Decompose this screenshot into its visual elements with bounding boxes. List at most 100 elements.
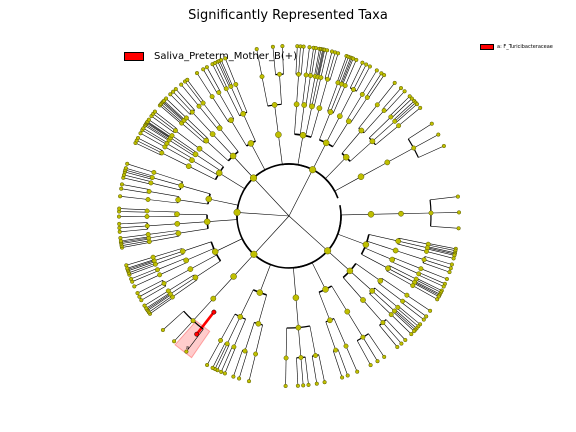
clade-edge: [224, 347, 236, 374]
taxon-node: [410, 283, 416, 289]
clade-edge: [146, 293, 171, 310]
taxon-node: [231, 374, 236, 379]
taxon-node: [152, 109, 157, 114]
clade-edge: [163, 268, 191, 284]
clade-edge: [362, 70, 378, 95]
taxon-node: [149, 175, 155, 181]
taxon-node: [384, 159, 391, 166]
clade-edge: [329, 53, 339, 81]
clade-edge: [347, 311, 364, 338]
clade-edge: [170, 277, 196, 295]
clade-edge: [198, 106, 219, 130]
taxon-node: [256, 289, 264, 296]
clade-edge: [309, 47, 314, 76]
clade-edge: [418, 145, 445, 158]
taxon-node: [451, 256, 456, 261]
clade-edge: [121, 184, 150, 190]
taxon-node: [169, 133, 175, 139]
clade-edge: [217, 344, 230, 371]
clade-edge: [135, 142, 161, 156]
clade-edge: [430, 226, 459, 229]
clade-edge: [424, 259, 451, 269]
taxon-node: [351, 87, 356, 92]
clade-edge: [147, 294, 172, 311]
taxon-node: [340, 375, 345, 380]
clade-edge: [242, 113, 256, 142]
taxon-node: [295, 324, 302, 331]
taxon-node: [201, 67, 206, 72]
taxon-node: [441, 143, 446, 149]
clade-edge: [206, 340, 221, 366]
clade-edge: [192, 298, 214, 321]
highlight-node: [194, 331, 200, 337]
taxon-node: [345, 118, 352, 125]
clade-edge: [375, 125, 399, 146]
taxon-node: [174, 220, 181, 227]
clade-edge: [305, 47, 310, 76]
clade-edge: [142, 129, 167, 145]
clade-edge: [120, 236, 149, 242]
clade-edge: [125, 167, 153, 177]
clade-edge: [426, 251, 454, 259]
highlight-node: [211, 309, 217, 315]
clade-edge: [119, 222, 148, 225]
taxon-node: [428, 308, 433, 313]
clade-edge: [128, 263, 156, 274]
taxon-node: [228, 117, 234, 124]
clade-edge: [166, 143, 193, 160]
clade-edge: [370, 213, 402, 215]
clade-edge: [212, 64, 226, 90]
taxon-node: [247, 140, 255, 147]
clade-edge: [199, 148, 224, 167]
clade-edge: [220, 346, 233, 373]
clade-edge: [195, 260, 221, 278]
taxon-node: [216, 90, 222, 95]
clade-edge: [302, 74, 307, 105]
clade-edge: [427, 247, 455, 255]
clade-edge: [146, 292, 170, 309]
taxon-node: [333, 347, 339, 353]
clade-edge: [165, 98, 187, 119]
clade-edge: [382, 322, 402, 344]
clade-edge: [183, 120, 207, 141]
taxon-node: [253, 351, 259, 357]
clade-edge: [430, 196, 458, 201]
taxon-node: [398, 86, 404, 91]
taxon-node: [449, 262, 454, 267]
clade-edge: [288, 215, 328, 252]
clade-edge: [128, 261, 155, 272]
taxon-node: [377, 277, 384, 284]
clade-edge: [423, 262, 450, 273]
taxon-node: [161, 280, 167, 286]
clade-edge: [152, 177, 182, 186]
clade-edge: [425, 256, 452, 265]
clade-edge: [181, 185, 211, 195]
taxon-node: [424, 248, 429, 254]
taxon-node: [313, 353, 318, 358]
clade-edge: [258, 294, 267, 324]
taxon-node: [325, 48, 330, 53]
taxon-node: [215, 169, 223, 177]
clade-edge: [327, 250, 351, 272]
clade-edge: [344, 59, 357, 86]
clade-edge: [253, 177, 290, 217]
clade-edge: [147, 223, 178, 227]
clade-edge: [406, 294, 431, 312]
clade-edge: [214, 343, 228, 370]
taxon-node: [192, 151, 199, 158]
clade-edge: [278, 134, 283, 165]
taxon-node: [322, 286, 329, 293]
taxon-node: [144, 214, 150, 219]
clade-edge: [415, 279, 442, 293]
taxon-node: [308, 73, 313, 79]
clade-edge: [121, 188, 149, 194]
clade-edge: [297, 135, 304, 165]
clade-edge: [141, 286, 166, 301]
taxon-node: [296, 71, 302, 77]
clade-edge: [147, 121, 172, 138]
taxon-node: [179, 82, 184, 87]
clade-edge: [129, 264, 156, 275]
taxon-node: [455, 194, 460, 199]
clade-edge: [119, 208, 148, 211]
clade-edge: [412, 285, 438, 300]
